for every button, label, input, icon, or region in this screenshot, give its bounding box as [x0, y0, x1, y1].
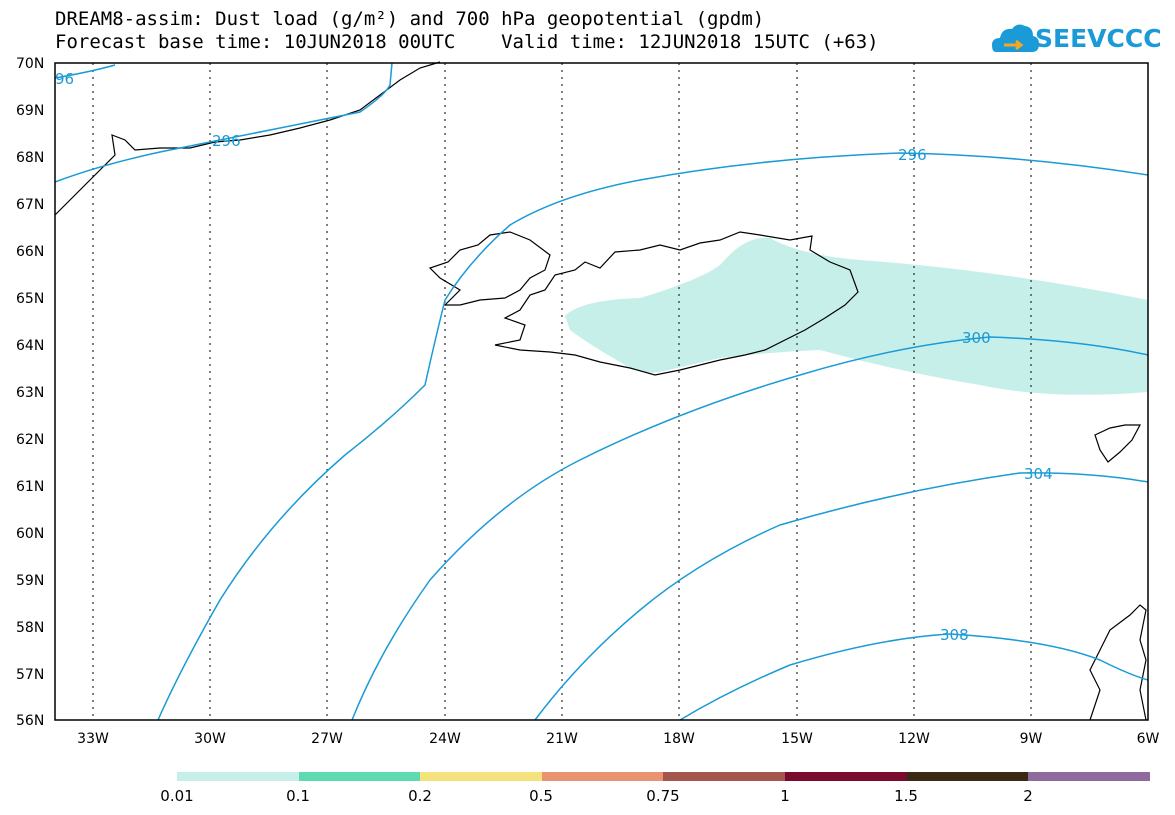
lon-label: 24W	[429, 731, 461, 747]
colorbar-label: 1	[780, 787, 790, 805]
lat-label: 56N	[16, 713, 44, 729]
lon-label: 6W	[1137, 731, 1160, 747]
lat-label: 70N	[16, 56, 44, 72]
colorbar-segment	[298, 772, 421, 781]
lat-label: 67N	[16, 197, 44, 213]
contour-296-c	[444, 152, 1149, 301]
colorbar-label: 0.75	[646, 787, 680, 805]
contour-296-a	[54, 64, 116, 79]
lon-label: 18W	[663, 731, 695, 747]
colorbar-label: 0.2	[408, 787, 432, 805]
colorbar-label: 2	[1023, 787, 1033, 805]
lat-label: 66N	[16, 244, 44, 260]
colorbar-label: 0.1	[286, 787, 310, 805]
lon-label: 33W	[77, 731, 109, 747]
lon-label: 15W	[781, 731, 813, 747]
contour-308	[679, 633, 1149, 721]
lon-label: 27W	[311, 731, 343, 747]
lat-label: 68N	[16, 150, 44, 166]
contour-label-96: 96	[55, 70, 74, 88]
coastline-westfjords	[428, 231, 551, 306]
contour-304	[534, 472, 1149, 721]
contour-label-308: 308	[940, 626, 969, 644]
geopotential-contours	[54, 62, 1149, 721]
map-frame	[54, 62, 1149, 721]
lon-label: 12W	[898, 731, 930, 747]
coastline-scotland	[1089, 604, 1147, 721]
colorbar-segment	[906, 772, 1029, 781]
colorbar-segment	[177, 772, 299, 781]
contour-296-b	[54, 62, 393, 183]
lat-label: 69N	[16, 103, 44, 119]
coastline-greenland	[54, 61, 441, 216]
lon-label: 9W	[1020, 731, 1043, 747]
lat-label: 62N	[16, 432, 44, 448]
lat-label: 64N	[16, 338, 44, 354]
contour-label-296-b: 296	[898, 146, 927, 164]
contour-label-304: 304	[1024, 465, 1053, 483]
colorbar-segment	[785, 772, 907, 781]
lat-label: 61N	[16, 479, 44, 495]
map-title-line1: DREAM8-assim: Dust load (g/m²) and 700 h…	[55, 8, 765, 30]
lon-labels: 33W 30W 27W 24W 21W 18W 15W 12W 9W 6W	[77, 731, 1159, 747]
contour-label-296-a: 296	[212, 132, 241, 150]
lat-label: 63N	[16, 385, 44, 401]
lon-label: 21W	[546, 731, 578, 747]
lat-label: 60N	[16, 526, 44, 542]
lat-label: 59N	[16, 573, 44, 589]
gridlines	[92, 63, 1032, 720]
lat-label: 65N	[16, 291, 44, 307]
lat-label: 57N	[16, 667, 44, 683]
map-title-line2: Forecast base time: 10JUN2018 00UTC Vali…	[55, 31, 879, 53]
contour-300	[157, 299, 446, 721]
colorbar-label: 0.01	[160, 787, 194, 805]
logo-text: SEEVCCC	[1035, 24, 1162, 53]
lat-label: 58N	[16, 620, 44, 636]
contour-300-b	[351, 336, 1149, 721]
dust-area	[565, 237, 1148, 395]
cloud-icon	[992, 24, 1039, 52]
coastline-iceland	[494, 231, 859, 376]
contour-label-300: 300	[962, 329, 991, 347]
colorbar-segment	[663, 772, 785, 781]
lon-label: 30W	[194, 731, 226, 747]
colorbar-label: 0.5	[529, 787, 553, 805]
colorbar-label: 1.5	[894, 787, 918, 805]
coastline-faroe	[1094, 424, 1141, 463]
colorbar-segment	[1028, 772, 1150, 781]
colorbar-segment	[541, 772, 664, 781]
lat-labels: 70N 69N 68N 67N 66N 65N 64N 63N 62N 61N …	[16, 56, 44, 729]
colorbar-segment	[420, 772, 542, 781]
